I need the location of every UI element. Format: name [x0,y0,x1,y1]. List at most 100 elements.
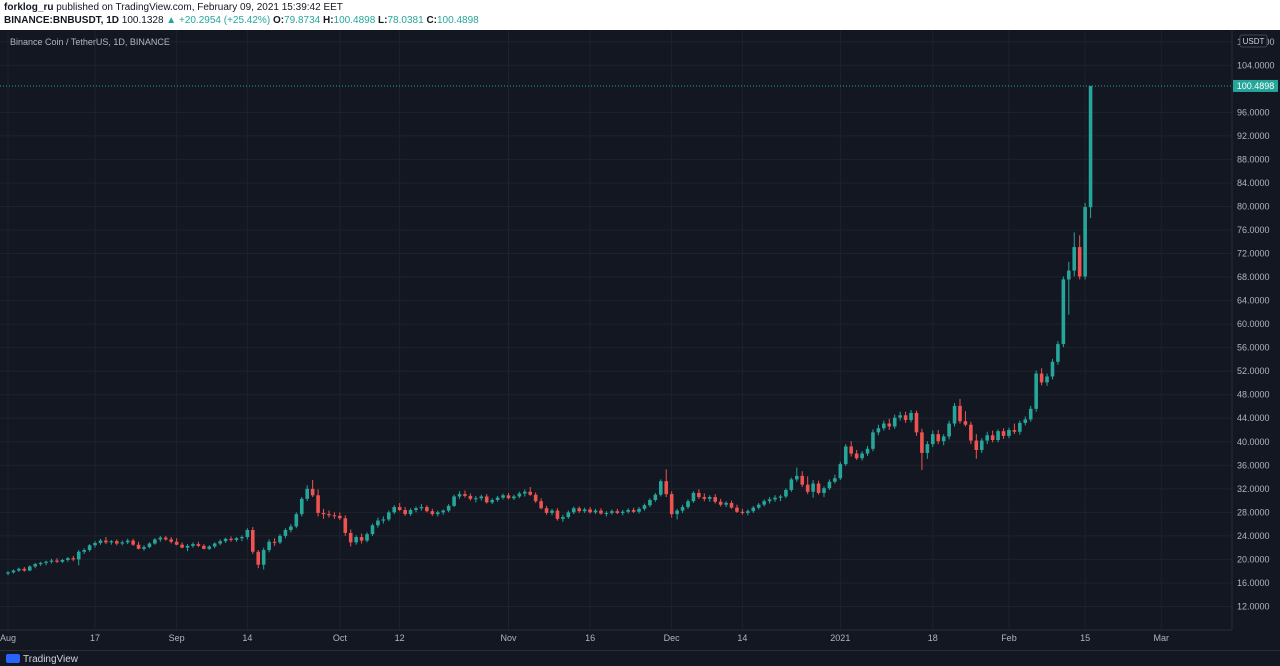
candle-body [256,551,261,565]
price-tick-label: 56.0000 [1237,343,1270,353]
candle-body [784,490,788,497]
candle [963,411,968,427]
candle [838,461,843,480]
candle [370,523,375,536]
price-tick-label: 60.0000 [1237,319,1270,329]
candle [294,512,299,529]
candle [523,489,527,497]
candle [261,547,266,570]
candle-body [789,479,794,490]
candle-body [947,423,951,437]
author-name[interactable]: forklog_ru [4,2,54,13]
candle-body [876,428,881,433]
publish-line: forklog_ru published on TradingView.com,… [4,2,343,14]
tradingview-logo[interactable]: TradingView [6,654,78,665]
price-tick-label: 16.0000 [1237,578,1270,588]
candle-body [664,481,669,495]
candle-body [419,507,424,509]
time-tick-label: 2021 [830,633,850,643]
candle [1007,427,1011,439]
candle [784,488,788,499]
candle [365,532,369,543]
price-tick-label: 72.0000 [1237,249,1270,259]
candle [909,410,913,423]
candle [484,494,489,504]
candle [778,494,783,502]
candle-body [539,501,543,509]
candle-body [338,515,342,519]
candle-body [767,499,772,502]
candle-body [392,507,397,513]
candle-body [925,444,930,453]
candle [588,507,592,514]
candle [38,561,43,566]
candle-body [261,550,266,565]
candle [729,500,734,509]
candle [142,545,146,551]
candle [1018,420,1022,435]
candle-body [517,493,522,497]
time-tick-label: 16 [585,633,595,643]
candles [6,85,1093,576]
candle [196,541,201,548]
candle [27,565,32,572]
candle [675,508,679,520]
candle-body [163,537,168,540]
candle-body [403,510,407,515]
candle [93,541,97,548]
currency-badge[interactable] [1239,34,1268,48]
candle [974,434,979,459]
price-tick-label: 40.0000 [1237,437,1270,447]
candle [120,540,125,546]
candle-body [131,540,135,545]
candle-body [751,507,756,512]
candle-body [735,507,739,512]
candle-body [512,496,516,499]
candle-body [185,545,190,548]
candle-body [55,560,59,562]
candle [316,489,320,517]
candle [664,469,669,498]
candle [147,542,152,549]
candle [865,445,870,456]
candle [131,538,135,546]
candle [746,509,750,516]
candle [947,420,951,440]
candle-body [414,508,418,510]
candle [479,494,484,501]
candle-body [909,412,913,420]
candle-body [626,510,630,512]
price-axis[interactable]: 12.0000 16.0000 20.0000 24.0000 28.0000 32.00… [1237,37,1275,612]
candle-body [843,446,848,465]
time-axis[interactable]: Aug 17 Sep 14 Oct 12 Nov 16 Dec 14 2021 18 Feb 15 Mar [0,633,1169,643]
candle-body [332,515,337,517]
candle [653,492,658,502]
chart-area[interactable]: 12.0000 16.0000 20.0000 24.0000 28.0000 32.00… [0,30,1280,650]
close-label: C: [426,15,437,26]
candle-body [397,507,402,510]
candle [1083,202,1087,280]
candle [566,510,571,519]
candle [626,508,630,514]
candle-body [1077,247,1082,277]
candle-body [746,511,750,513]
candle [1045,373,1049,386]
candle-body [365,534,369,541]
candle-body [408,510,413,515]
candle [348,529,353,547]
candle [278,534,282,545]
candlestick-chart[interactable]: 12.0000 16.0000 20.0000 24.0000 28.0000 32.00… [0,30,1280,650]
candle-body [561,517,565,519]
candle [283,528,288,539]
candle [985,431,989,445]
candle-body [218,541,222,544]
candle [544,505,549,515]
candle [1001,428,1006,439]
candle-body [359,537,364,541]
candle [223,537,228,543]
candle-body [854,453,859,459]
candle-body [969,424,973,441]
time-tick-label: 18 [928,633,938,643]
candle-body [348,532,353,543]
candle-body [66,558,70,560]
